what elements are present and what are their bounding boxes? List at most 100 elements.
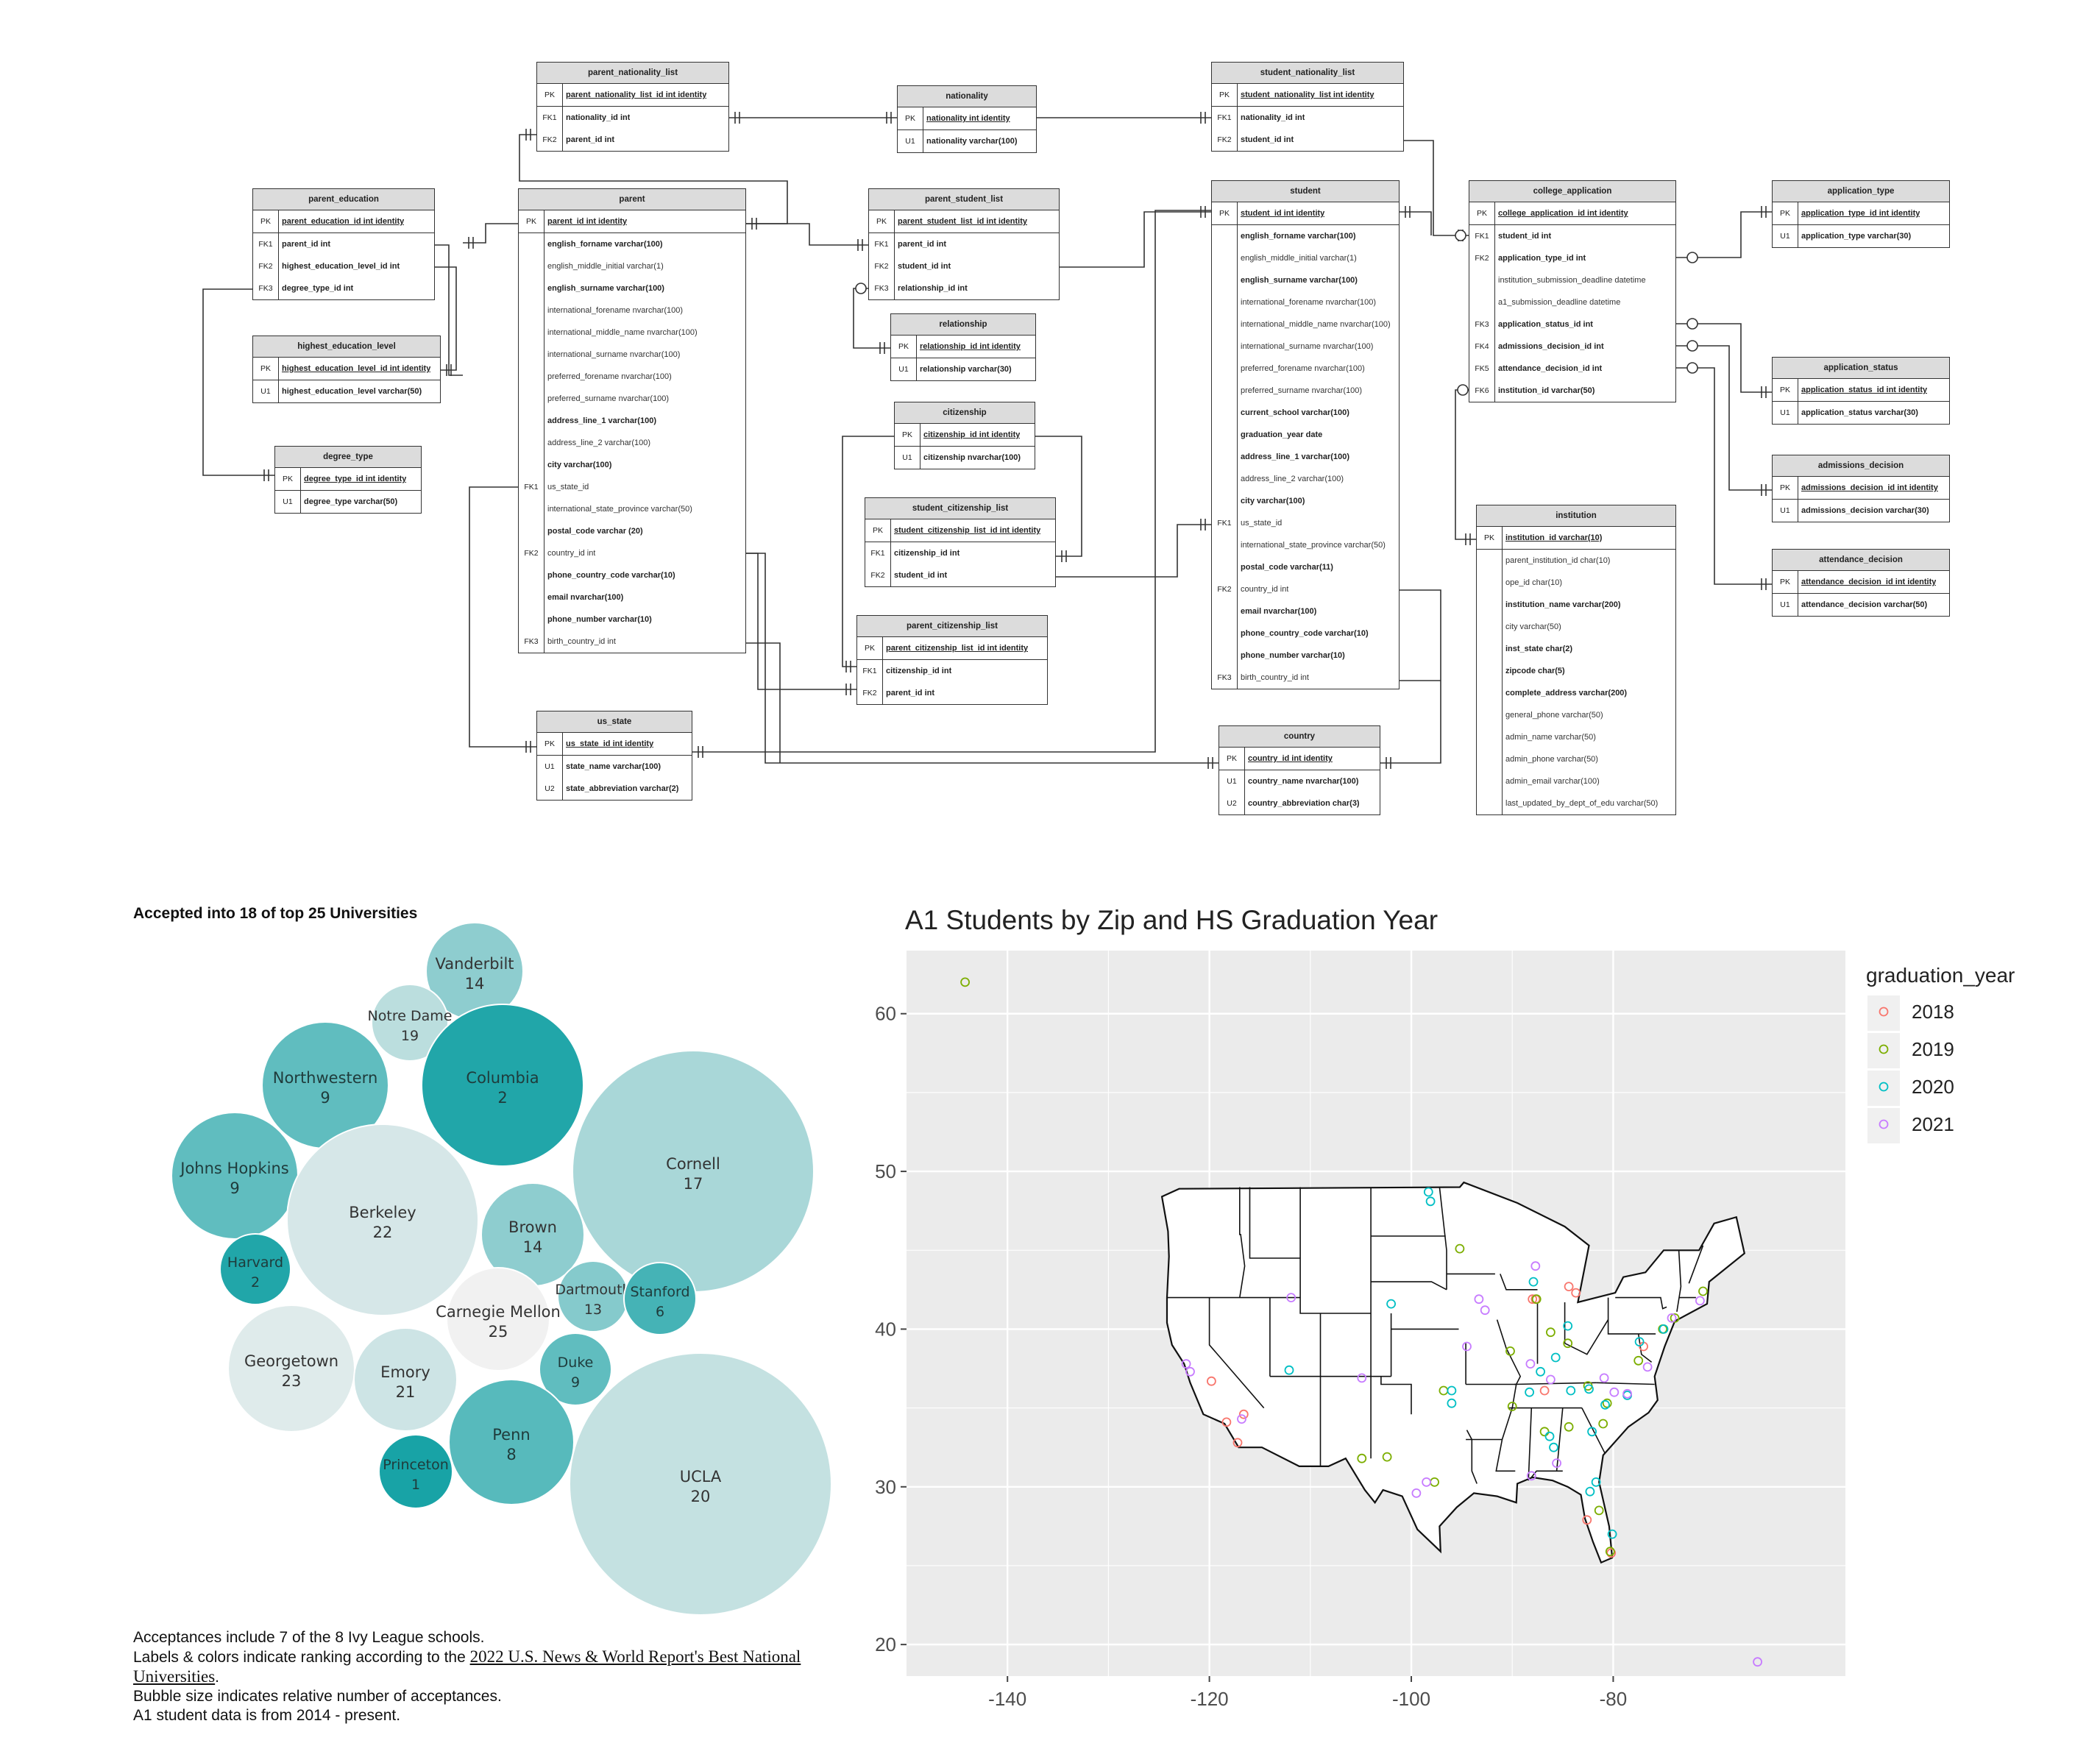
table-country[interactable]: country PK country_id int identity U1 countr… [1219,725,1380,815]
primary-key-row[interactable]: PK citizenship_id int identity [895,424,1035,447]
data-point[interactable] [1206,1376,1216,1386]
bubble-notre-dame[interactable]: Notre Dame 19 [368,984,453,1062]
data-point[interactable] [1536,1366,1545,1377]
field-row[interactable]: U1 state_name varchar(100) [537,756,692,778]
data-point[interactable] [1563,1338,1573,1349]
field-row[interactable]: preferred_surname nvarchar(100) [1212,380,1399,402]
field-row[interactable]: english_surname varchar(100) [519,277,745,299]
data-point[interactable] [1539,1385,1550,1396]
field-row[interactable]: FK1 nationality_id int [1212,107,1403,129]
data-point[interactable] [1505,1346,1515,1356]
table-student-nationality-list[interactable]: student_nationality_list PK student_nation… [1211,62,1404,152]
bubble-ucla[interactable]: UCLA 20 [569,1352,832,1616]
bubble-berkeley[interactable]: Berkeley 22 [286,1124,479,1316]
field-row[interactable]: FK3 application_status_id int [1469,313,1675,336]
data-point[interactable] [1598,1419,1608,1429]
field-row[interactable]: english_forname varchar(100) [1212,225,1399,247]
table-application-status[interactable]: application_status PK application_status_i… [1772,357,1950,425]
bubble-emory[interactable]: Emory 21 [353,1327,458,1432]
data-point[interactable] [1422,1477,1431,1487]
data-point[interactable] [1357,1373,1367,1383]
field-row[interactable]: phone_country_code varchar(10) [519,564,745,586]
field-row[interactable]: FK2 parent_id int [857,682,1047,704]
data-point[interactable] [1564,1282,1574,1291]
bubble-princeton[interactable]: Princeton 1 [378,1434,453,1509]
data-point[interactable] [1447,1385,1457,1396]
bubble-georgetown[interactable]: Georgetown 23 [227,1305,355,1433]
field-row[interactable]: FK1 parent_id int [253,233,434,255]
primary-key-row[interactable]: PK degree_type_id int identity [275,468,421,491]
primary-key-row[interactable]: PK parent_education_id int identity [253,210,434,233]
data-point[interactable] [1539,1427,1550,1437]
field-row[interactable]: FK3 birth_country_id int [1212,667,1399,689]
bubble-penn[interactable]: Penn 8 [448,1379,575,1505]
field-row[interactable]: U1 citizenship nvarchar(100) [895,447,1035,469]
bubble-dartmouth[interactable]: Dartmouth 13 [555,1260,631,1332]
field-row[interactable]: city varchar(50) [1477,616,1675,638]
field-row[interactable]: FK3 relationship_id int [869,277,1059,299]
field-row[interactable]: U1 application_type varchar(30) [1773,225,1949,247]
field-row[interactable]: institution_submission_deadline datetime [1469,269,1675,291]
data-point[interactable] [1563,1321,1573,1331]
data-point[interactable] [1564,1421,1574,1432]
data-point[interactable] [1602,1398,1612,1408]
data-point[interactable] [1633,1355,1644,1366]
legend-item[interactable]: 2020 [1867,1071,1954,1106]
field-row[interactable]: FK2 highest_education_level_id int [253,255,434,277]
data-point[interactable] [1528,1277,1539,1287]
data-point[interactable] [1286,1293,1296,1302]
field-row[interactable]: city varchar(100) [1212,490,1399,512]
field-row[interactable]: U1 highest_education_level varchar(50) [253,380,440,402]
field-row[interactable]: U2 state_abbreviation varchar(2) [537,778,692,800]
primary-key-row[interactable]: PK college_application_id int identity [1469,202,1675,225]
data-point[interactable] [1238,1409,1249,1419]
field-row[interactable]: admin_name varchar(50) [1477,726,1675,748]
field-row[interactable]: address_line_1 varchar(100) [519,410,745,432]
table-student-citizenship-list[interactable]: student_citizenship_list PK student_citize… [865,497,1056,587]
field-row[interactable]: phone_number varchar(10) [1212,645,1399,667]
field-row[interactable]: email nvarchar(100) [1212,600,1399,622]
primary-key-row[interactable]: PK admissions_decision_id int identity [1773,477,1949,500]
bubble-carnegie-mellon[interactable]: Carnegie Mellon 25 [436,1267,561,1371]
field-row[interactable]: graduation_year date [1212,424,1399,446]
bubble-stanford[interactable]: Stanford 6 [623,1262,697,1335]
field-row[interactable]: international_state_province varchar(50) [519,498,745,520]
data-point[interactable] [1546,1327,1556,1338]
data-point[interactable] [1607,1529,1617,1539]
data-point[interactable] [1530,1261,1541,1271]
data-point[interactable] [1480,1305,1490,1316]
data-point[interactable] [1386,1299,1396,1309]
field-row[interactable]: FK2 application_type_id int [1469,247,1675,269]
field-row[interactable]: FK2 student_id int [1212,129,1403,151]
field-row[interactable]: english_forname varchar(100) [519,233,745,255]
field-row[interactable]: last_updated_by_dept_of_edu varchar(50) [1477,792,1675,814]
data-point[interactable] [1594,1505,1604,1516]
primary-key-row[interactable]: PK institution_id varchar(10) [1477,527,1675,550]
data-point[interactable] [1507,1402,1517,1411]
primary-key-row[interactable]: PK student_nationality_list int identity [1212,84,1403,107]
field-row[interactable]: english_middle_initial varchar(1) [1212,247,1399,269]
field-row[interactable]: zipcode char(5) [1477,660,1675,682]
field-row[interactable]: international_middle_name nvarchar(100) [519,322,745,344]
field-row[interactable]: institution_name varchar(200) [1477,594,1675,616]
data-point[interactable] [1221,1417,1232,1427]
field-row[interactable]: FK4 admissions_decision_id int [1469,336,1675,358]
field-row[interactable]: U1 attendance_decision varchar(50) [1773,594,1949,616]
data-point[interactable] [1582,1515,1592,1525]
data-point[interactable] [1587,1427,1597,1437]
table-us-state[interactable]: us_state PK us_state_id int identity U1 stat… [536,711,692,801]
bubble-johns-hopkins[interactable]: Johns Hopkins 9 [171,1112,299,1240]
data-point[interactable] [1237,1414,1246,1424]
field-row[interactable]: general_phone varchar(50) [1477,704,1675,726]
field-row[interactable]: address_line_2 varchar(100) [1212,468,1399,490]
field-row[interactable]: international_forename nvarchar(100) [1212,291,1399,313]
field-row[interactable]: inst_state char(2) [1477,638,1675,660]
primary-key-row[interactable]: PK application_status_id int identity [1773,379,1949,402]
primary-key-row[interactable]: PK nationality int identity [898,107,1036,130]
data-point[interactable] [1525,1359,1536,1369]
data-point[interactable] [1605,1547,1615,1557]
data-point[interactable] [1232,1438,1243,1448]
primary-key-row[interactable]: PK student_id int identity [1212,202,1399,225]
data-point[interactable] [1591,1477,1601,1487]
field-row[interactable]: postal_code varchar (20) [519,520,745,542]
